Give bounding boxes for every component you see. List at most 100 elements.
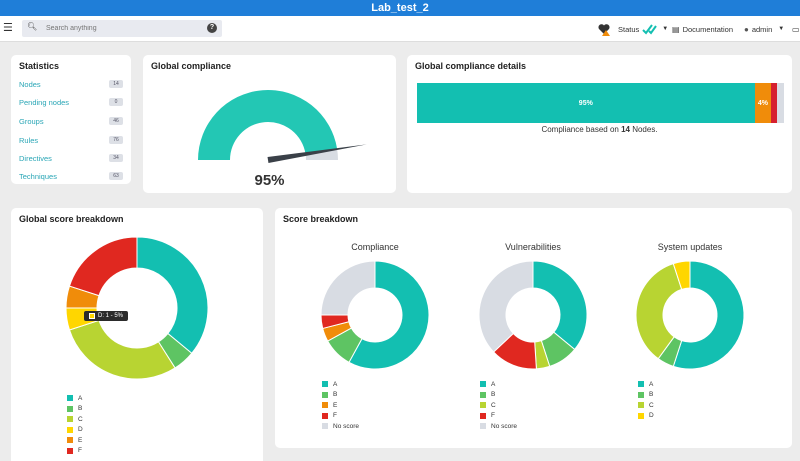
- legend-swatch: [480, 412, 486, 419]
- compliance-bar: 95% 4%: [417, 83, 784, 123]
- stat-count-badge: 14: [109, 80, 123, 88]
- stat-row-rules[interactable]: Rules 76: [19, 135, 123, 147]
- compliance-note-prefix: Compliance based on: [541, 125, 622, 134]
- compliance-bar-segment-compliant[interactable]: 95%: [417, 83, 755, 123]
- stat-label: Nodes: [19, 80, 41, 89]
- legend-item-c[interactable]: C: [67, 414, 83, 425]
- top-navbar: ☰ 🔍︎ ? Status ▼ ▤ Documentation ● admin …: [0, 16, 800, 42]
- legend-swatch: [67, 437, 73, 444]
- legend-item-d[interactable]: D: [638, 411, 654, 422]
- stat-label: Rules: [19, 136, 39, 145]
- donut-slice-a[interactable]: [348, 260, 430, 370]
- legend-label: D: [78, 426, 83, 434]
- donut-slice-f[interactable]: [68, 236, 138, 297]
- compliance-bar-label: 4%: [757, 99, 768, 107]
- legend-swatch: [67, 395, 73, 402]
- stat-row-nodes[interactable]: Nodes 14: [19, 79, 123, 91]
- vulnerabilities-donut: [478, 260, 588, 370]
- stat-label: Directives: [19, 154, 52, 163]
- chart-tooltip: D: 1 - 5%: [84, 311, 129, 321]
- compliance-bar-label: 95%: [578, 99, 593, 107]
- legend-label: F: [333, 412, 337, 420]
- donut-slice-no-score[interactable]: [320, 260, 376, 316]
- legend-item-b[interactable]: B: [480, 390, 517, 401]
- legend-swatch: [322, 402, 328, 409]
- stat-row-pending-nodes[interactable]: Pending nodes 0: [19, 97, 123, 109]
- legend-swatch: [638, 391, 644, 398]
- donut-slice-no-score[interactable]: [478, 260, 534, 353]
- menu-icon[interactable]: ☰: [3, 22, 13, 34]
- legend-item-e[interactable]: E: [322, 400, 359, 411]
- stat-row-directives[interactable]: Directives 34: [19, 153, 123, 165]
- legend-item-e[interactable]: E: [67, 435, 83, 446]
- donut-slice-c[interactable]: [635, 263, 683, 360]
- legend-item-b[interactable]: B: [638, 390, 654, 401]
- stat-row-techniques[interactable]: Techniques 63: [19, 171, 123, 183]
- donut-slice-a[interactable]: [672, 260, 745, 370]
- help-icon[interactable]: ?: [207, 23, 217, 33]
- legend-label: F: [491, 412, 495, 420]
- donut-slice-a[interactable]: [136, 236, 209, 354]
- legend-label: A: [649, 380, 654, 388]
- vulnerabilities-legend: A B C F No score: [480, 379, 517, 432]
- legend-item-d[interactable]: D: [67, 425, 83, 436]
- stat-count-badge: 0: [109, 98, 123, 106]
- legend-item-f[interactable]: F: [322, 411, 359, 422]
- legend-label: F: [78, 447, 82, 455]
- donut-slice-d[interactable]: [672, 260, 691, 290]
- documentation-label: Documentation: [682, 24, 734, 34]
- legend-item-c[interactable]: C: [480, 400, 517, 411]
- stat-count-badge: 76: [109, 136, 123, 144]
- stat-count-badge: 34: [109, 154, 123, 162]
- legend-label: E: [78, 436, 83, 444]
- system-updates-chart-title: System updates: [657, 242, 723, 252]
- legend-label: B: [649, 391, 654, 399]
- legend-swatch: [480, 402, 486, 409]
- logout-icon[interactable]: ▭: [792, 24, 800, 34]
- search-icon[interactable]: 🔍︎: [27, 22, 38, 31]
- status-check-icon: [642, 24, 658, 35]
- search-input[interactable]: [46, 22, 196, 35]
- compliance-bar-segment-other[interactable]: 4%: [754, 83, 772, 123]
- documentation-link[interactable]: ▤ Documentation: [672, 16, 733, 42]
- donut-slice-a[interactable]: [532, 260, 588, 351]
- legend-item-b[interactable]: B: [67, 404, 83, 415]
- legend-swatch: [322, 391, 328, 398]
- compliance-note: Compliance based on 14 Nodes.: [407, 125, 792, 134]
- legend-item-a[interactable]: A: [322, 379, 359, 390]
- legend-label: No score: [491, 422, 518, 430]
- search-box: 🔍︎ ?: [22, 20, 222, 37]
- donut-slice-c[interactable]: [68, 319, 176, 380]
- legend-swatch: [638, 381, 644, 388]
- user-menu[interactable]: ● admin ▼: [744, 16, 784, 42]
- legend-swatch: [67, 405, 73, 412]
- legend-item-a[interactable]: A: [480, 379, 517, 390]
- stat-label: Groups: [19, 117, 44, 126]
- legend-swatch: [638, 412, 644, 419]
- stat-row-groups[interactable]: Groups 46: [19, 116, 123, 128]
- legend-item-f[interactable]: F: [480, 411, 517, 422]
- legend-item-f[interactable]: F: [67, 446, 83, 457]
- health-indicator[interactable]: [597, 16, 611, 42]
- legend-item-a[interactable]: A: [638, 379, 654, 390]
- score-breakdown-card: Score breakdown Compliance Vulnerabiliti…: [275, 208, 792, 448]
- compliance-bar-segment-remaining: [776, 83, 784, 123]
- legend-item-b[interactable]: B: [322, 390, 359, 401]
- legend-label: A: [78, 394, 83, 402]
- book-icon: ▤: [672, 24, 680, 34]
- legend-item-no-score[interactable]: No score: [322, 421, 359, 432]
- legend-swatch: [480, 423, 486, 430]
- user-label: admin: [751, 24, 773, 34]
- stat-label: Techniques: [19, 172, 57, 181]
- legend-item-no-score[interactable]: No score: [480, 421, 517, 432]
- heart-warning-icon: [598, 24, 610, 36]
- compliance-bar-segment-error[interactable]: [771, 83, 777, 123]
- status-label: Status: [618, 24, 640, 34]
- legend-item-a[interactable]: A: [67, 393, 83, 404]
- legend-item-c[interactable]: C: [638, 400, 654, 411]
- gauge-fill: [198, 89, 338, 160]
- status-menu[interactable]: Status ▼: [618, 16, 668, 42]
- legend-swatch: [67, 416, 73, 423]
